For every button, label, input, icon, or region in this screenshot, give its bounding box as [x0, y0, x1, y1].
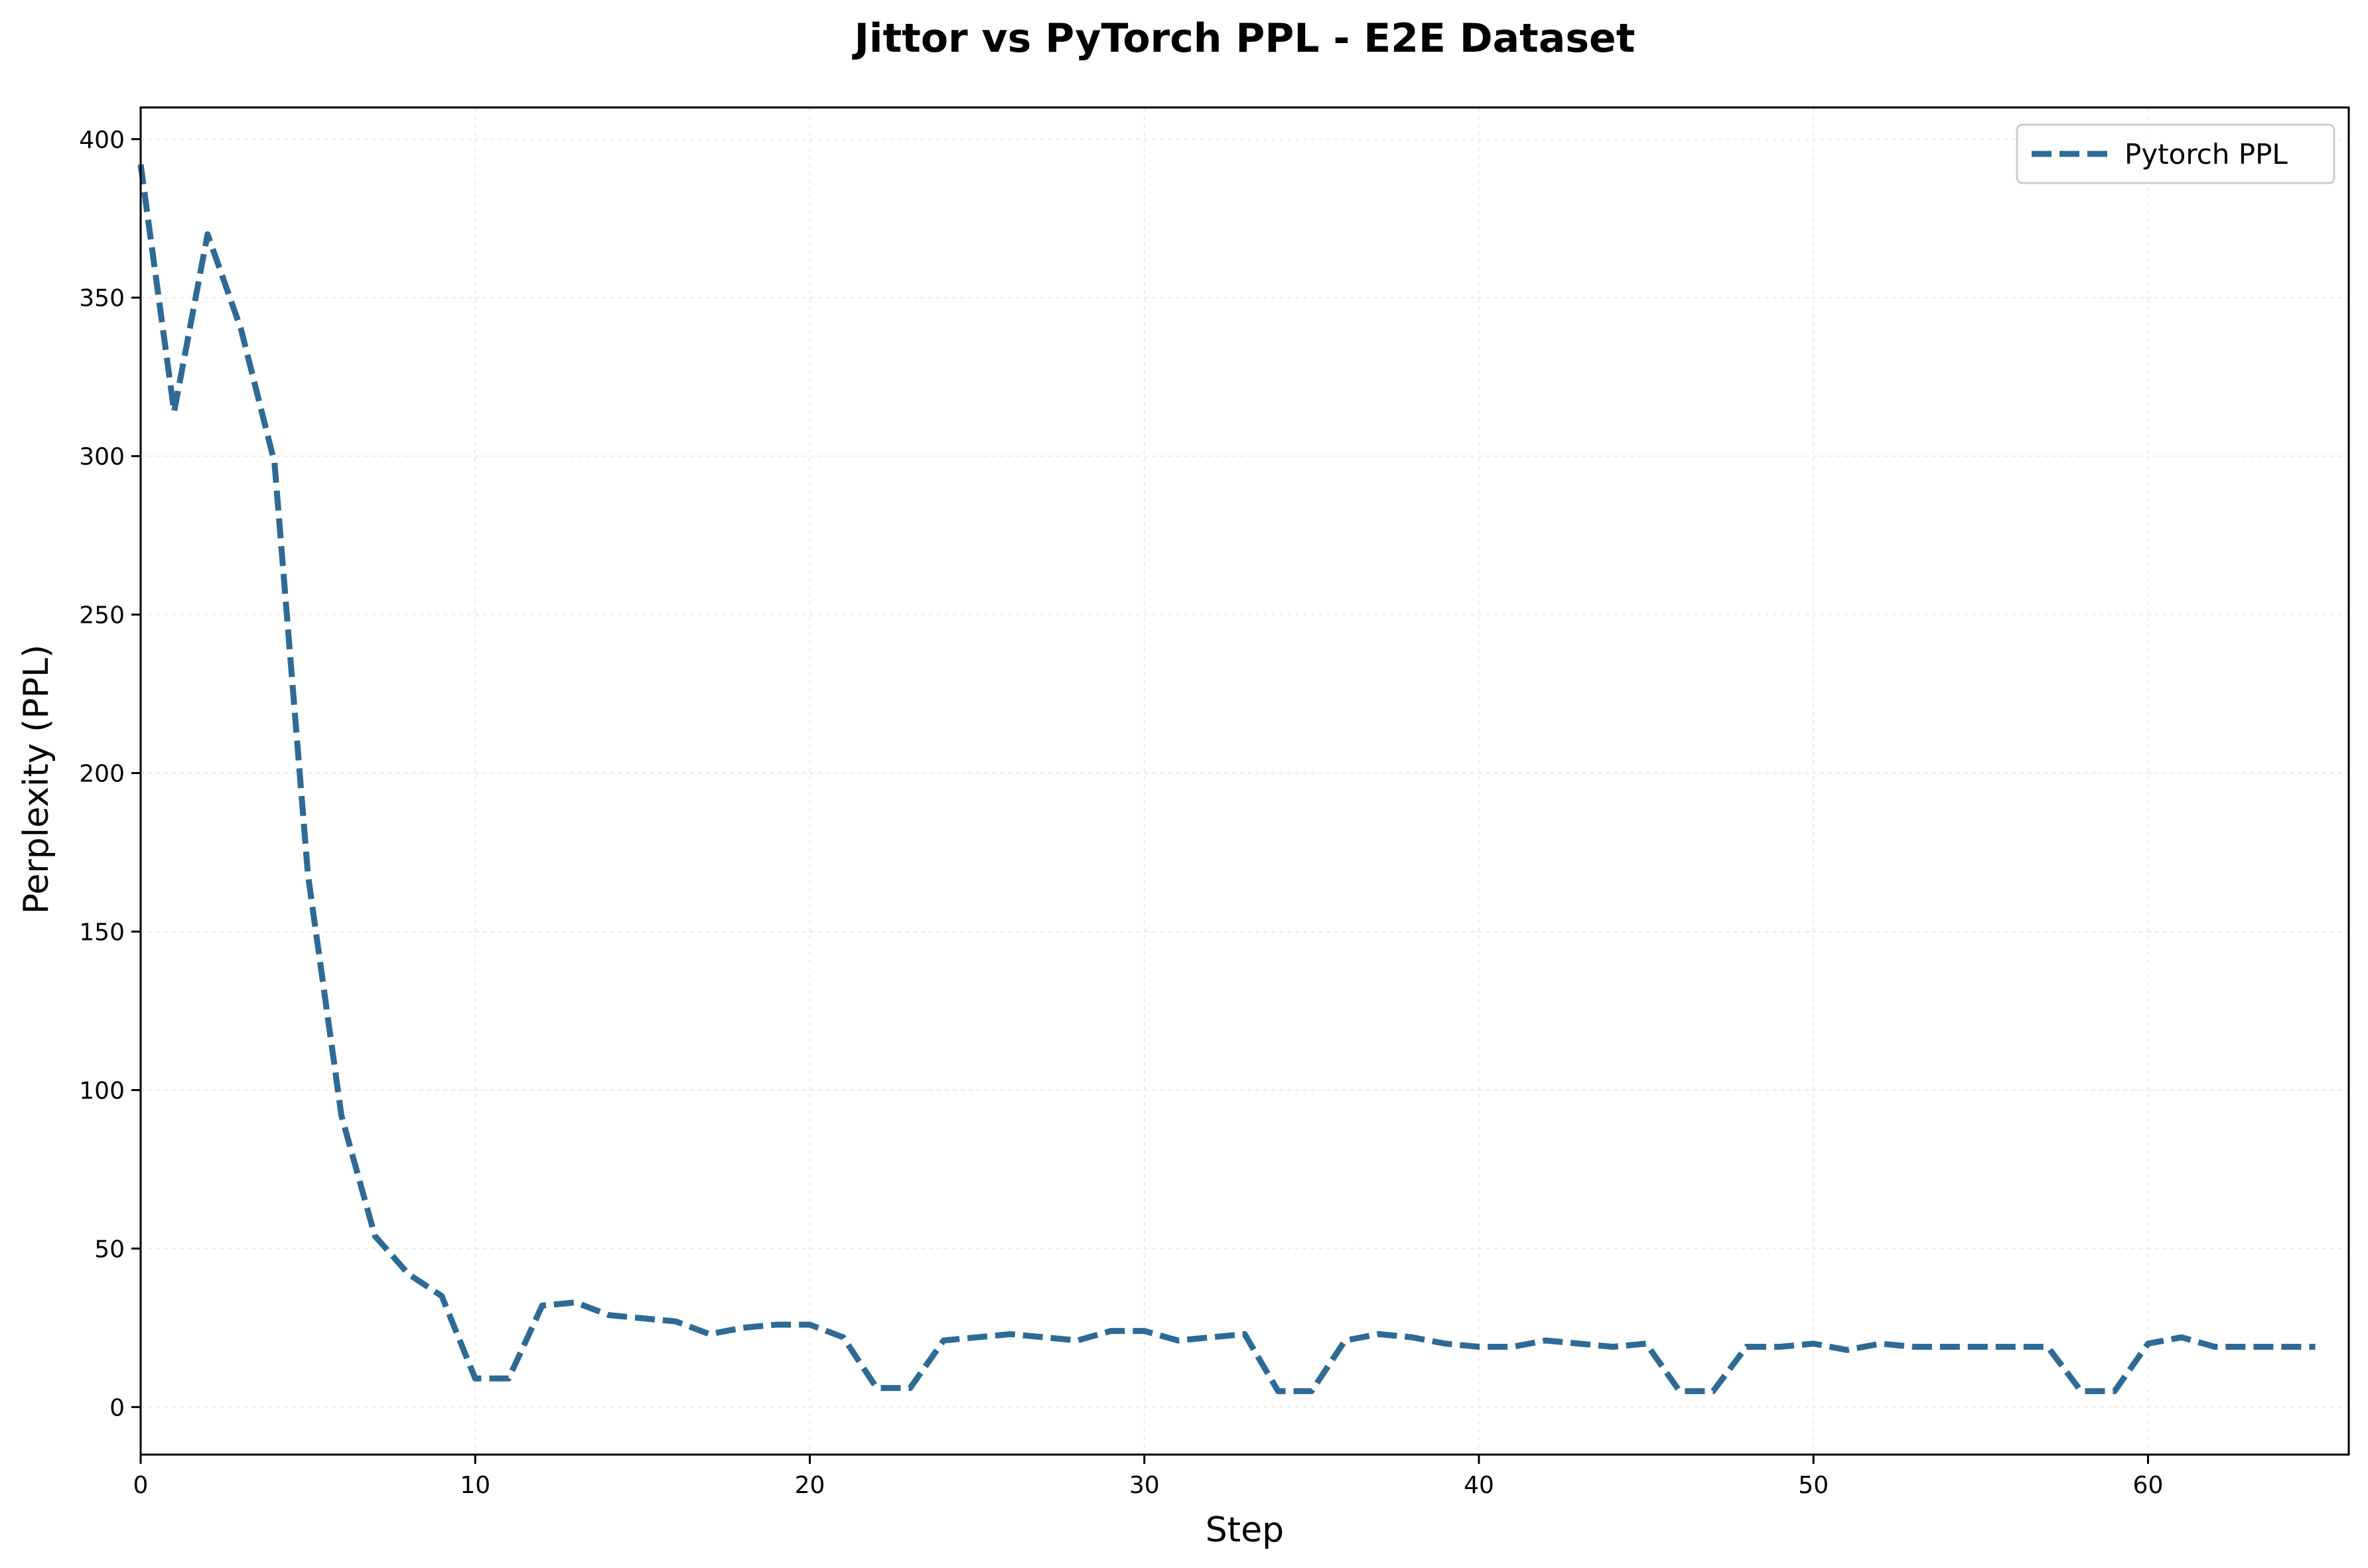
legend-box: [2016, 123, 2335, 184]
legend: Pytorch PPL: [2016, 123, 2335, 184]
y-tick-label: 350: [79, 285, 125, 312]
y-tick-label: 250: [79, 602, 125, 629]
y-tick-label: 400: [79, 127, 125, 154]
y-tick-label: 300: [79, 444, 125, 471]
x-tick-label: 60: [2133, 1472, 2164, 1499]
y-tick-label: 0: [109, 1394, 125, 1421]
x-tick-label: 30: [1129, 1472, 1160, 1499]
series-layer: [137, 164, 2316, 1394]
x-tick-label: 40: [1464, 1472, 1494, 1499]
series-line-pytorch-ppl: [137, 164, 2316, 1394]
chart-title: Jittor vs PyTorch PPL - E2E Dataset: [852, 15, 1636, 62]
y-tick-label: 100: [79, 1077, 125, 1104]
y-tick-label: 150: [79, 919, 125, 946]
y-tick-label: 200: [79, 761, 125, 788]
x-tick-label: 20: [795, 1472, 825, 1499]
y-tick-label: 50: [94, 1236, 125, 1263]
ticks: 0 10 20 30 40 50 60 0 50 100 150 200 250 300 350 400: [79, 127, 2163, 1499]
y-axis-label: Perplexity (PPL): [17, 645, 56, 915]
grid: [140, 107, 2349, 1455]
x-tick-label: 50: [1798, 1472, 1829, 1499]
legend-label-pytorch-ppl: Pytorch PPL: [2124, 138, 2288, 170]
x-axis-label: Step: [1206, 1510, 1284, 1550]
x-tick-label: 10: [460, 1472, 490, 1499]
x-tick-label: 0: [133, 1472, 149, 1499]
plot-frame: [139, 106, 2350, 1456]
